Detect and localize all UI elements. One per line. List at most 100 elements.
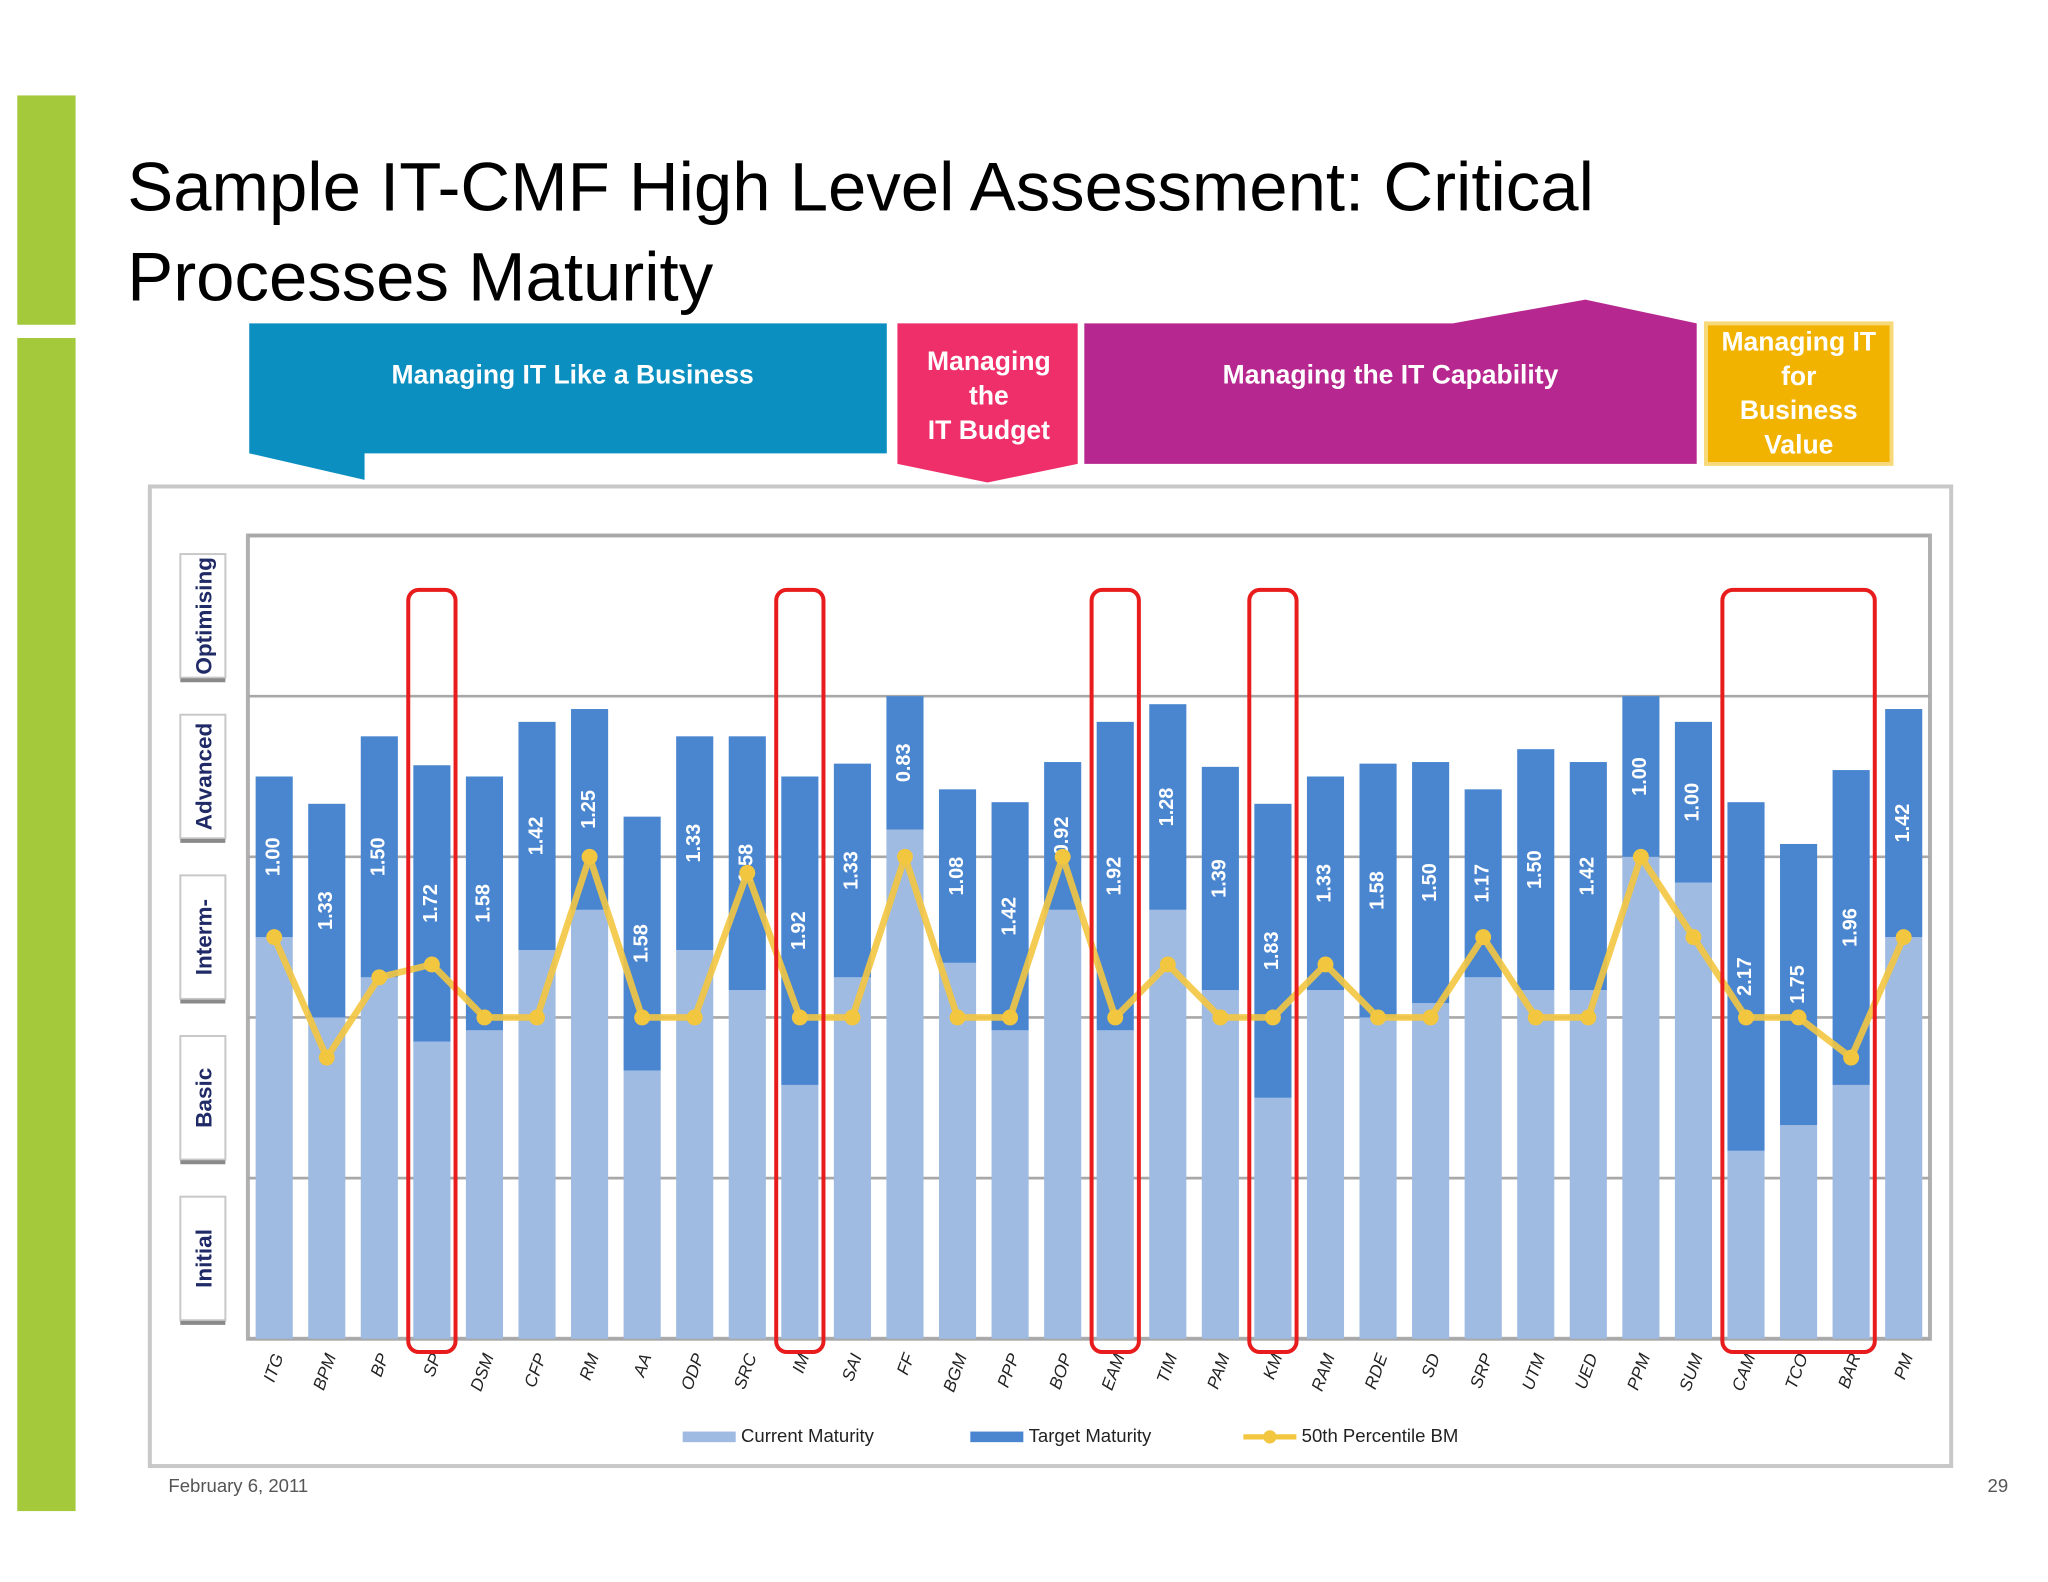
bar-current	[623, 1070, 661, 1339]
bar-current	[1517, 990, 1555, 1339]
data-label: 1.42	[998, 897, 1020, 936]
section-label: Business	[1740, 395, 1858, 425]
benchmark-marker	[1895, 929, 1912, 946]
data-label: 1.42	[1892, 804, 1914, 843]
data-label: 1.42	[525, 817, 547, 856]
bar-target-gap	[1201, 766, 1239, 991]
bar-current	[1780, 1125, 1818, 1339]
bar-target-gap	[518, 721, 556, 950]
highlight-box	[774, 587, 826, 1355]
section-label: the	[969, 381, 1009, 411]
benchmark-marker	[1843, 1049, 1860, 1066]
benchmark-marker	[1527, 1009, 1544, 1026]
bar-current	[571, 909, 609, 1339]
bar-target-gap	[728, 736, 766, 991]
data-label: 1.00	[262, 837, 284, 876]
benchmark-line	[271, 853, 1907, 1061]
bar-target-gap	[465, 776, 504, 1031]
benchmark-marker	[266, 929, 283, 946]
bar-current	[465, 1030, 504, 1339]
legend-label: Target Maturity	[1029, 1425, 1152, 1446]
data-label: 1.50	[1419, 863, 1441, 902]
section-label: Managing IT	[1721, 326, 1876, 356]
data-label: 1.75	[1787, 965, 1809, 1004]
level-tab	[179, 553, 227, 679]
section-label: Managing IT Like a Business	[392, 359, 754, 389]
bar-target-gap	[1254, 803, 1292, 1098]
level-label: Optimising	[191, 557, 216, 675]
data-label: 1.17	[1471, 864, 1493, 903]
bar-current	[1359, 1017, 1397, 1339]
benchmark-marker	[1054, 848, 1071, 865]
benchmark-marker	[949, 1009, 966, 1026]
data-label: 1.28	[1156, 788, 1178, 827]
level-label: Initial	[191, 1229, 216, 1288]
bar-target-gap	[1306, 776, 1345, 991]
benchmark-marker	[1159, 956, 1176, 973]
benchmark-marker	[423, 956, 440, 973]
slide-date: February 6, 2011	[168, 1475, 308, 1496]
bar-target-gap	[413, 765, 451, 1042]
bar-target-gap	[1517, 749, 1555, 991]
bar-current	[255, 937, 293, 1339]
data-label: 1.50	[368, 837, 390, 876]
bar-target-gap	[1412, 762, 1450, 1004]
data-label: 1.25	[578, 790, 600, 829]
bar-target-gap	[886, 696, 924, 830]
section-label: IT Budget	[928, 415, 1050, 445]
data-label: 1.92	[788, 911, 810, 950]
bar-current	[1569, 990, 1607, 1339]
section-label: Managing the IT Capability	[1223, 359, 1559, 389]
bar-target-gap	[1622, 696, 1660, 857]
data-label: 1.33	[315, 891, 337, 930]
section-label: for	[1781, 361, 1816, 391]
data-label: 1.33	[683, 824, 705, 863]
data-label: 1.58	[1366, 871, 1388, 910]
highlight-box	[406, 587, 458, 1355]
bar-current	[1096, 1030, 1134, 1339]
bar-current	[1306, 990, 1345, 1339]
data-label: 0.83	[893, 743, 915, 782]
bar-current	[728, 990, 766, 1339]
benchmark-marker	[1264, 1009, 1281, 1026]
bar-current	[1727, 1150, 1765, 1339]
highlight-box	[1247, 587, 1299, 1355]
bar-target-gap	[781, 776, 819, 1085]
data-label: 0.92	[1051, 817, 1073, 856]
bar-target-gap	[991, 802, 1029, 1031]
bar-target-gap	[255, 776, 293, 938]
bar-target-gap	[1780, 843, 1818, 1126]
section-banner	[249, 323, 887, 480]
benchmark-marker	[1212, 1009, 1229, 1026]
bar-current	[360, 977, 398, 1339]
data-label: 1.08	[946, 857, 968, 896]
bar-current	[308, 1017, 346, 1339]
benchmark-marker	[686, 1009, 703, 1026]
bar-current	[413, 1041, 451, 1339]
bar-target-gap	[1727, 802, 1765, 1151]
level-tab	[179, 1035, 227, 1161]
legend-swatch	[970, 1431, 1024, 1443]
benchmark-marker	[1317, 956, 1334, 973]
bar-current	[1622, 856, 1660, 1339]
level-label: Basic	[191, 1068, 216, 1128]
bar-target-gap	[833, 763, 871, 978]
bar-target-gap	[938, 789, 977, 963]
bar-target-gap	[308, 803, 346, 1018]
data-label: 1.72	[420, 884, 442, 923]
bar-target-gap	[623, 816, 661, 1071]
legend-label: 50th Percentile BM	[1302, 1425, 1459, 1446]
data-label: 1.58	[473, 884, 495, 923]
benchmark-marker	[1685, 929, 1702, 946]
bar-target-gap	[1674, 721, 1713, 883]
bar-current	[1464, 977, 1502, 1339]
benchmark-marker	[1475, 929, 1492, 946]
section-label: Managing	[927, 346, 1051, 376]
benchmark-marker	[1580, 1009, 1597, 1026]
bar-target-gap	[1885, 709, 1923, 938]
legend-label: Current Maturity	[741, 1425, 875, 1446]
level-label: Interm-	[191, 899, 216, 975]
data-label: 1.83	[1261, 931, 1283, 970]
data-label: 1.42	[1577, 857, 1599, 896]
